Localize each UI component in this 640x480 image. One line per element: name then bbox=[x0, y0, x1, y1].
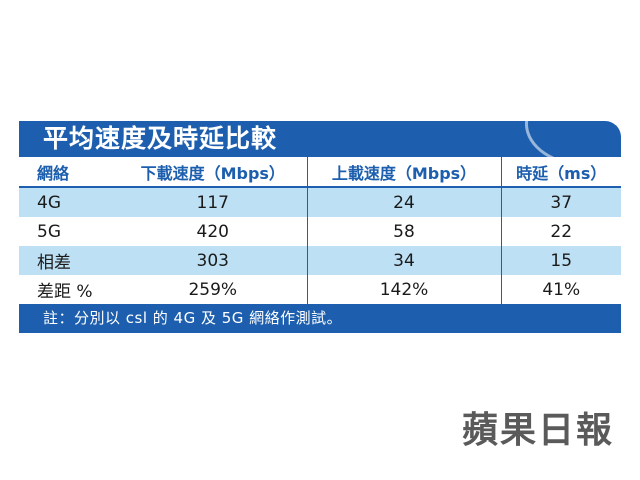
table-title: 平均速度及時延比較 bbox=[43, 124, 278, 153]
cell-upload: 34 bbox=[306, 246, 501, 275]
cell-latency: 37 bbox=[500, 187, 621, 217]
cell-download: 420 bbox=[196, 221, 229, 242]
footnote: 註：分別以 csl 的 4G 及 5G 網絡作測試。 bbox=[19, 304, 621, 333]
header-upload: 上載速度（Mbps） bbox=[306, 157, 501, 188]
cell-download: 303 bbox=[119, 246, 307, 275]
cell-latency: 41% bbox=[500, 275, 621, 304]
cell-latency: 15 bbox=[500, 246, 621, 275]
cell-download: 117 bbox=[119, 187, 307, 217]
cell-upload: 24 bbox=[306, 187, 501, 217]
cell-upload: 142% bbox=[306, 275, 501, 304]
comparison-card: 平均速度及時延比較 網絡 下載速度（Mbps） 上載速度（Mbps） 時延（ms… bbox=[19, 121, 621, 333]
header-latency: 時延（ms） bbox=[500, 157, 621, 188]
table-row: 4G 117 24 37 bbox=[19, 187, 621, 217]
cell-network: 差距 % bbox=[37, 282, 93, 302]
header-row: 網絡 下載速度（Mbps） 上載速度（Mbps） 時延（ms） bbox=[19, 157, 621, 188]
cell-download: 259% bbox=[188, 279, 238, 300]
title-bar: 平均速度及時延比較 bbox=[19, 121, 621, 157]
table-row: 相差 303 34 15 bbox=[19, 246, 621, 275]
publisher-logo: 蘋果日報 bbox=[462, 410, 615, 451]
cell-latency: 22 bbox=[500, 217, 621, 246]
table-row: 差距 % 259% 142% 41% bbox=[19, 275, 621, 304]
header-download: 下載速度（Mbps） bbox=[119, 157, 307, 188]
cell-network: 5G bbox=[37, 221, 61, 242]
cell-network: 相差 bbox=[19, 246, 119, 275]
header-network: 網絡 bbox=[19, 157, 119, 188]
table-row: 5G 420 58 22 bbox=[19, 217, 621, 246]
title-swoosh bbox=[525, 121, 621, 157]
cell-network: 4G bbox=[19, 187, 119, 217]
speed-table: 網絡 下載速度（Mbps） 上載速度（Mbps） 時延（ms） 4G 117 2… bbox=[19, 157, 621, 304]
cell-upload: 58 bbox=[306, 217, 501, 246]
